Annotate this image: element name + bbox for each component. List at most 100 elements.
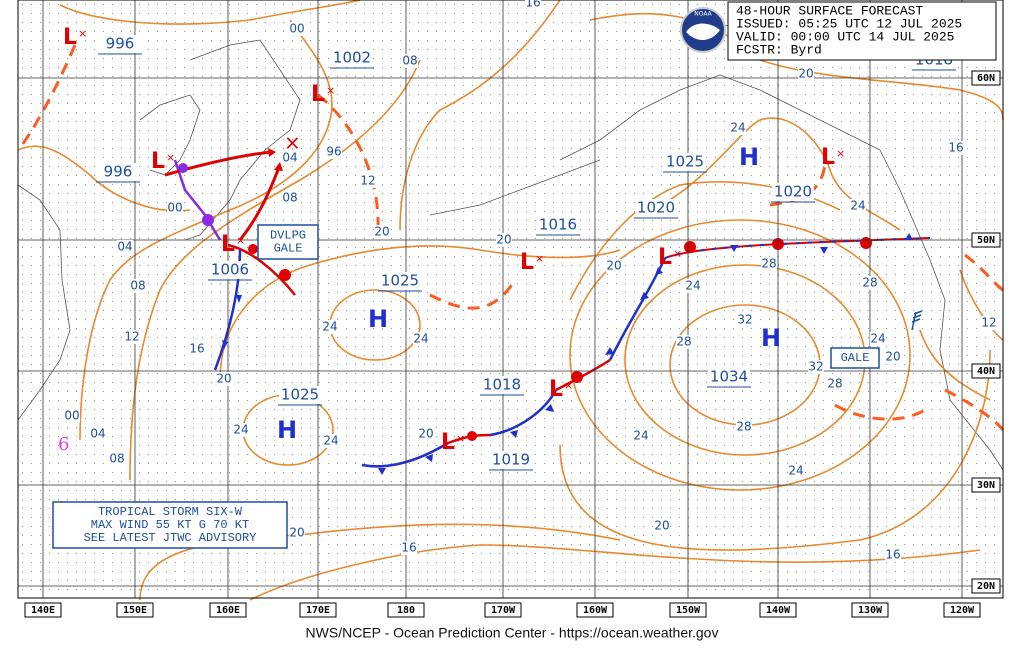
low-center-x: ×	[456, 432, 465, 445]
low-center-x: ×	[326, 84, 335, 97]
isobar-label-bg	[948, 141, 964, 155]
warning-text: DVLPG	[270, 229, 306, 243]
svg-text:×: ×	[284, 131, 301, 155]
isobar-label: 20	[606, 259, 621, 273]
low-center-x: ×	[673, 247, 682, 260]
low-center: L	[549, 377, 563, 402]
high-center: H	[761, 324, 781, 352]
lon-label: 170W	[491, 605, 516, 616]
isobar-label-bg	[289, 22, 305, 36]
isobar-label: 16	[948, 141, 963, 155]
isobar-label-bg	[730, 121, 746, 135]
lon-label: 180	[397, 605, 415, 616]
pressure-label: 1006	[211, 261, 249, 279]
isobar-label-bg	[233, 423, 249, 437]
low-center: L	[151, 149, 165, 174]
warning-text: TROPICAL STORM SIX-W	[98, 505, 243, 519]
logo-text: NOAA	[694, 11, 712, 18]
isobar-label: 12	[124, 330, 139, 344]
lat-label-box	[971, 477, 1001, 493]
isobar-label: 28	[761, 257, 776, 271]
isobar-label-bg	[130, 279, 146, 293]
header-line: VALID: 00:00 UTC 14 JUL 2025	[736, 29, 954, 44]
isobar-label: 00	[289, 22, 304, 36]
warning-box	[52, 501, 288, 549]
isobars	[17, 0, 1004, 601]
lat-label-box	[971, 578, 1001, 594]
lon-label: 130W	[858, 605, 883, 616]
header-line: FCSTR: Byrd	[736, 42, 822, 57]
low-center: L	[658, 245, 672, 270]
pressure-label: 1034	[710, 368, 748, 386]
isobar-label-bg	[737, 313, 753, 327]
fronts: × 6	[20, 44, 1005, 475]
lon-label-box	[209, 602, 247, 618]
isobar-label-bg	[124, 330, 140, 344]
lon-label-box	[669, 602, 707, 618]
isobar-label: 20	[289, 526, 304, 540]
low-center: L	[221, 232, 235, 257]
isobar-label-bg	[289, 526, 305, 540]
isobar-label: 08	[109, 452, 124, 466]
pressure-label-bg	[635, 199, 677, 217]
isobar-label-bg	[109, 452, 125, 466]
isobar-label-bg	[885, 350, 901, 364]
isobar-label: 24	[870, 332, 885, 346]
footer: NWS/NCEP - Ocean Prediction Center - htt…	[306, 625, 719, 641]
lon-label: 150W	[676, 605, 701, 616]
high-center: H	[277, 416, 297, 444]
lat-label-box	[971, 70, 1001, 86]
header-line: 48-HOUR SURFACE FORECAST	[736, 3, 923, 18]
isobar-label: 16	[401, 541, 416, 555]
isobar-label-bg	[282, 151, 298, 165]
isobar-label: 32	[808, 360, 823, 374]
pressure-label-bg	[537, 216, 579, 234]
low-center-x: ×	[166, 151, 175, 164]
warning-text: SEE LATEST JTWC ADVISORY	[84, 531, 257, 545]
lon-label: 160E	[216, 605, 240, 616]
pressure-label-bg	[708, 368, 750, 386]
isobar-label-bg	[676, 335, 692, 349]
low-center: L	[520, 250, 534, 275]
map-background	[18, 0, 1003, 598]
isobar-label-bg	[788, 464, 804, 478]
pressure-label-bg	[331, 49, 373, 67]
low-center-x: ×	[836, 147, 845, 160]
warning-text: MAX WIND 55 KT G 70 KT	[91, 518, 249, 532]
lon-label-box	[387, 602, 425, 618]
lat-label: 50N	[977, 235, 995, 246]
pressure-label: 1025	[381, 272, 419, 290]
isobar-label-bg	[402, 54, 418, 68]
warning-text: GALE	[274, 242, 303, 256]
isobar-label: 04	[90, 427, 105, 441]
isobar-label: 28	[676, 335, 691, 349]
isobar-label: 20	[885, 350, 900, 364]
low-center: L	[311, 82, 325, 107]
isobar-label: 04	[117, 240, 132, 254]
pressure-label-bg	[279, 386, 321, 404]
isobar-label-bg	[685, 279, 701, 293]
pressure-label: 1020	[637, 199, 675, 217]
lat-label: 40N	[977, 366, 995, 377]
isobar-label-bg	[606, 259, 622, 273]
pressure-label-bg	[772, 183, 814, 201]
isobar-label: 28	[862, 276, 877, 290]
isobar-label-bg	[167, 201, 183, 215]
isobar-label-bg	[654, 519, 670, 533]
isobar-label: 16	[885, 548, 900, 562]
low-center-x: ×	[78, 27, 87, 40]
isobar-label-bg	[64, 409, 80, 423]
lon-label-box	[576, 602, 614, 618]
isobar-label: 20	[374, 225, 389, 239]
isobar-label: 20	[798, 67, 813, 81]
lon-label-box	[851, 602, 889, 618]
lon-label: 160W	[583, 605, 608, 616]
isobar-label-bg	[90, 427, 106, 441]
high-center: H	[368, 305, 388, 333]
isobar-label: 96	[326, 145, 341, 159]
isobar-label-bg	[981, 316, 997, 330]
isobar-label-bg	[798, 67, 814, 81]
lon-label: 170E	[306, 605, 330, 616]
isobar-label-bg	[885, 548, 901, 562]
isobar-label: 08	[130, 279, 145, 293]
